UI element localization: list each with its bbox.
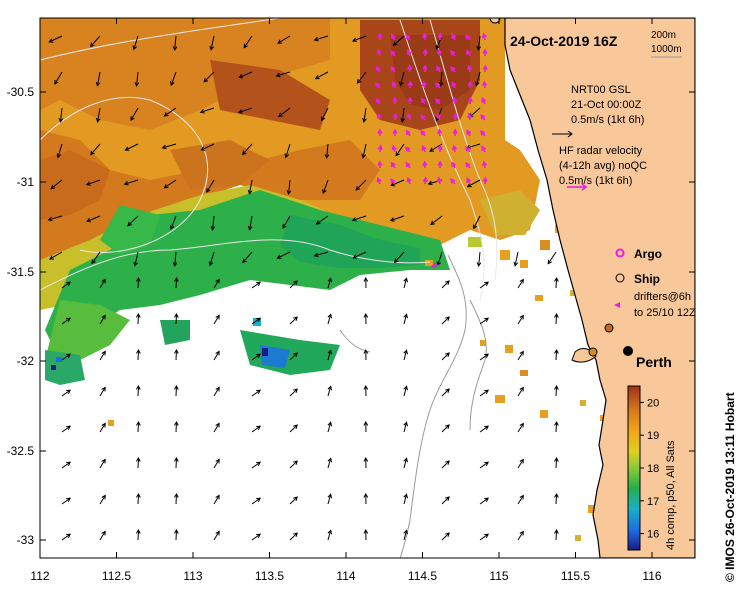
argo-legend-icon (615, 248, 625, 258)
x-tick-label: 116 (642, 569, 661, 583)
x-tick-label: 114 (336, 569, 355, 583)
marker-legend: Argo Ship drifters@6h to 25/10 12Z (614, 247, 696, 319)
y-tick-label: -31.5 (7, 265, 35, 279)
x-tick-label: 115 (489, 569, 508, 583)
isobath-1000m-label: 1000m (651, 44, 682, 55)
colorbar-tick-label: 19 (647, 430, 659, 442)
ship-legend-icon (615, 273, 625, 283)
x-tick-label: 114.5 (408, 569, 437, 583)
colorbar-tick-label: 16 (647, 529, 659, 541)
gsl-legend: NRT00 GSL 21-Oct 00:00Z 0.5m/s (1kt 6h) (552, 84, 644, 138)
colorbar: 20 19 18 17 16 4h comp, p50, All Sats (627, 385, 677, 551)
island (489, 18, 501, 24)
x-axis: 112 112.5 113 113.5 114 114.5 115 115.5 116 (30, 18, 662, 583)
drifter-legend-label: drifters@6h (634, 291, 691, 303)
gsl-legend-scale: 0.5m/s (1kt 6h) (571, 114, 644, 126)
radar-legend-avg: (4-12h avg) noQC (559, 160, 647, 172)
ship-legend-label: Ship (634, 272, 660, 286)
plot-frame (39, 17, 696, 559)
map-title: 24-Oct-2019 16Z (510, 33, 618, 49)
colorbar-tick-label: 20 (647, 397, 659, 409)
colorbar-tick-label: 17 (647, 496, 659, 508)
hf-radar-arrows (374, 32, 488, 269)
y-axis: -30.5 -31 -31.5 -32 -32.5 -33 (7, 85, 695, 547)
gsl-legend-date: 21-Oct 00:00Z (571, 99, 642, 111)
gsl-velocity-arrows (47, 35, 559, 541)
x-tick-label: 113 (183, 569, 202, 583)
radar-legend-scale: 0.5m/s (1kt 6h) (559, 175, 632, 187)
y-tick-label: -31 (17, 175, 35, 189)
colorbar-gradient (627, 385, 641, 551)
credit-text: © IMOS 26-Oct-2019 13:11 Hobart (723, 392, 737, 582)
x-tick-label: 112.5 (102, 569, 131, 583)
argo-legend-label: Argo (634, 247, 662, 261)
isobath-200m-label: 200m (651, 30, 676, 41)
offshore-outline (339, 254, 487, 558)
y-tick-label: -33 (17, 533, 35, 547)
x-tick-label: 113.5 (255, 569, 284, 583)
y-tick-label: -32 (17, 354, 35, 368)
gsl-legend-name: NRT00 GSL (571, 84, 631, 96)
isobath-legend: 200m 1000m (651, 30, 682, 58)
colorbar-tick-label: 18 (647, 463, 659, 475)
x-tick-label: 115.5 (561, 569, 590, 583)
x-tick-label: 112 (30, 569, 49, 583)
radar-legend: HF radar velocity (4-12h avg) noQC 0.5m/… (559, 145, 647, 191)
colorbar-label: 4h comp, p50, All Sats (665, 440, 677, 550)
y-tick-label: -30.5 (7, 85, 35, 99)
ship-marker (588, 347, 598, 357)
city-label-perth: Perth (636, 354, 672, 370)
y-tick-label: -32.5 (7, 444, 35, 458)
perth-marker (623, 346, 633, 356)
drifter-legend-date: to 25/10 12Z (634, 307, 696, 319)
radar-legend-name: HF radar velocity (559, 145, 643, 157)
sst-field (40, 18, 606, 541)
drifter-legend-icon (614, 302, 620, 308)
ship-marker (604, 323, 614, 333)
